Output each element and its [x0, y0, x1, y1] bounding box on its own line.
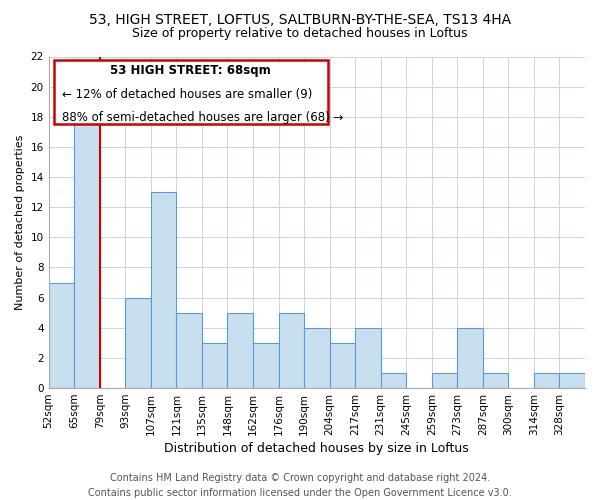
Bar: [49, 282, 74, 388]
Bar: [380, 373, 406, 388]
Bar: [125, 298, 151, 388]
Text: 88% of semi-detached houses are larger (68) →: 88% of semi-detached houses are larger (…: [62, 111, 343, 124]
Text: Contains HM Land Registry data © Crown copyright and database right 2024.
Contai: Contains HM Land Registry data © Crown c…: [88, 472, 512, 498]
FancyBboxPatch shape: [54, 60, 328, 124]
Bar: [559, 373, 585, 388]
Text: Size of property relative to detached houses in Loftus: Size of property relative to detached ho…: [132, 26, 468, 40]
Bar: [74, 117, 100, 388]
Bar: [534, 373, 559, 388]
Bar: [329, 343, 355, 388]
Bar: [227, 312, 253, 388]
Bar: [432, 373, 457, 388]
Bar: [253, 343, 278, 388]
Text: 53, HIGH STREET, LOFTUS, SALTBURN-BY-THE-SEA, TS13 4HA: 53, HIGH STREET, LOFTUS, SALTBURN-BY-THE…: [89, 12, 511, 26]
Y-axis label: Number of detached properties: Number of detached properties: [15, 134, 25, 310]
Bar: [151, 192, 176, 388]
Text: 53 HIGH STREET: 68sqm: 53 HIGH STREET: 68sqm: [110, 64, 271, 77]
Bar: [304, 328, 329, 388]
Bar: [457, 328, 483, 388]
Bar: [202, 343, 227, 388]
Bar: [278, 312, 304, 388]
Bar: [483, 373, 508, 388]
Bar: [176, 312, 202, 388]
Bar: [355, 328, 380, 388]
X-axis label: Distribution of detached houses by size in Loftus: Distribution of detached houses by size …: [164, 442, 469, 455]
Text: ← 12% of detached houses are smaller (9): ← 12% of detached houses are smaller (9): [62, 88, 313, 101]
